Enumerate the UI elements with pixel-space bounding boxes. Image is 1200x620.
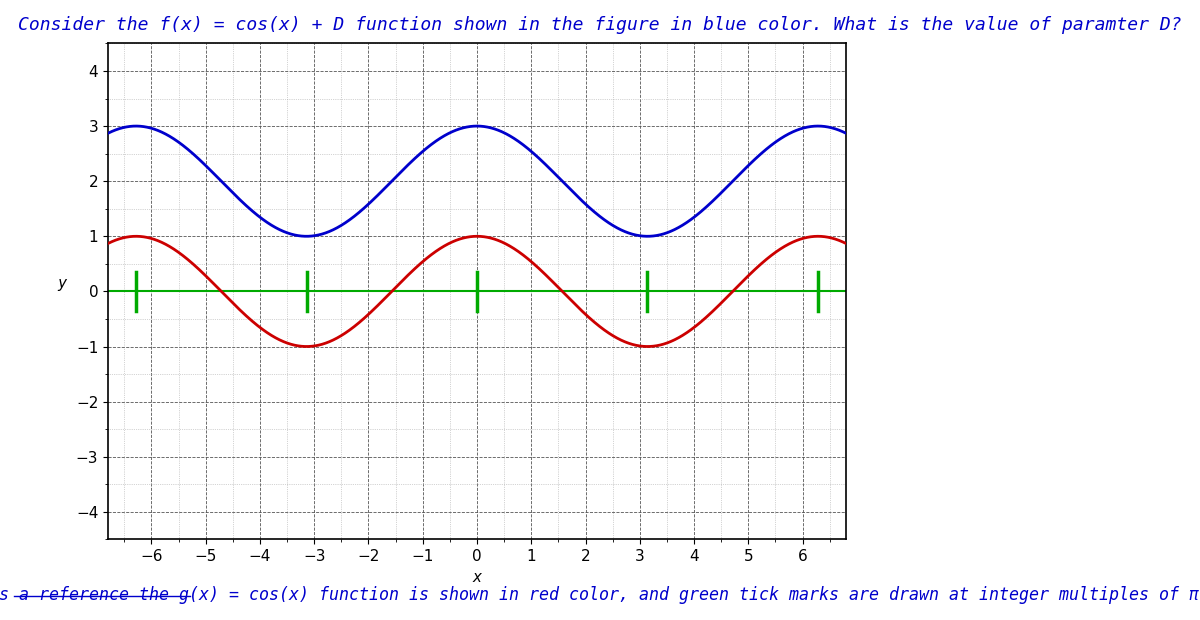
X-axis label: x: x xyxy=(473,570,481,585)
Y-axis label: y: y xyxy=(58,277,66,291)
Text: Consider the f(x) = cos(x) + D function shown in the figure in blue color. What : Consider the f(x) = cos(x) + D function … xyxy=(18,16,1182,33)
Text: As a reference the g(x) = cos(x) function is shown in red color, and green tick : As a reference the g(x) = cos(x) functio… xyxy=(0,587,1200,604)
